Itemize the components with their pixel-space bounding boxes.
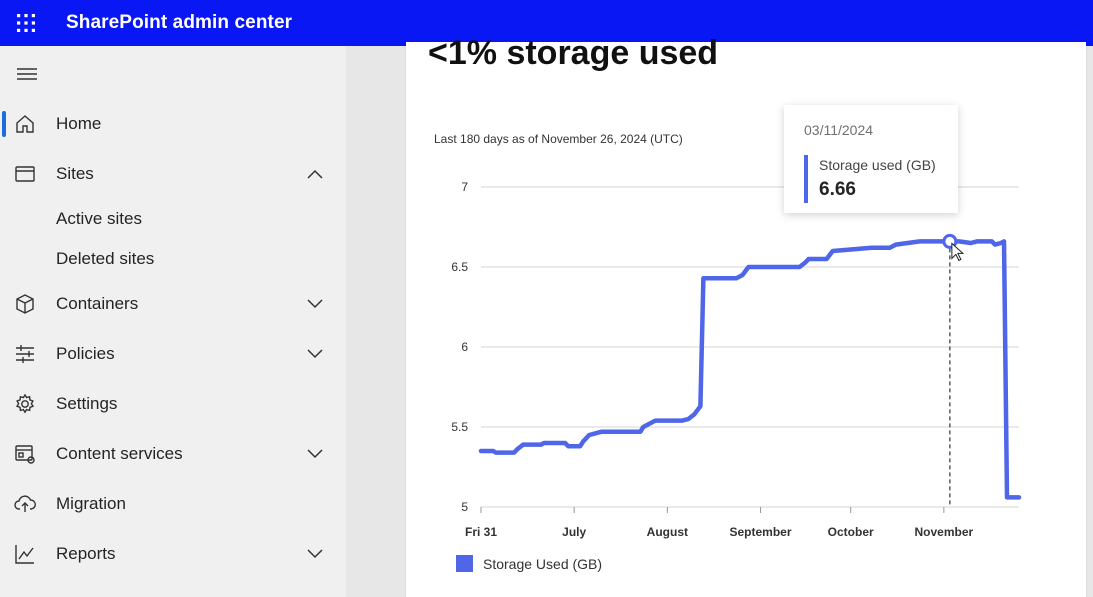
nav-label: Containers <box>56 294 139 313</box>
y-tick-label: 5.5 <box>451 420 468 434</box>
nav-item-sites[interactable]: Sites <box>0 154 346 194</box>
sites-icon <box>15 166 35 182</box>
chevron-down-icon[interactable] <box>306 346 324 362</box>
y-tick-label: 6 <box>461 340 468 354</box>
mouse-cursor-icon <box>951 242 965 262</box>
nav-label: Settings <box>56 394 118 413</box>
cube-icon <box>16 294 34 314</box>
nav-item-home[interactable]: Home <box>0 104 346 144</box>
gear-icon <box>15 393 35 414</box>
content-services-icon <box>15 445 35 464</box>
y-tick-label: 6.5 <box>451 260 468 274</box>
y-tick-label: 7 <box>461 180 468 194</box>
hamburger-menu-icon[interactable] <box>16 66 38 82</box>
x-tick-label: July <box>562 525 586 539</box>
card-title: <1% storage used <box>428 34 719 72</box>
x-tick-label: October <box>828 525 874 539</box>
main-content: <1% storage used Last 180 days as of Nov… <box>346 34 1093 597</box>
cloud-upload-icon <box>14 495 36 512</box>
app-title[interactable]: SharePoint admin center <box>66 12 293 33</box>
x-tick-label: August <box>647 525 688 539</box>
waffle-icon <box>17 14 35 32</box>
series-line[interactable] <box>478 239 1022 500</box>
nav-item-settings[interactable]: Settings <box>0 384 346 424</box>
home-icon <box>16 115 34 133</box>
nav-label: Home <box>56 114 102 133</box>
nav-subitem-deleted-sites[interactable]: Deleted sites <box>0 241 346 277</box>
x-tick-label: Fri 31 <box>465 525 497 539</box>
tooltip-series-marker <box>804 155 808 203</box>
nav-item-migration[interactable]: Migration <box>0 484 346 524</box>
chevron-down-icon[interactable] <box>306 296 324 312</box>
storage-chart[interactable]: 5 5.5 6 6.5 7 Fri 31 July August September Octob… <box>406 42 1086 597</box>
left-navigation: Home Sites Active sites Deleted sites Co… <box>0 46 346 597</box>
nav-item-containers[interactable]: Containers <box>0 284 346 324</box>
nav-label: Active sites <box>56 209 142 228</box>
top-bar: SharePoint admin center <box>0 0 1093 46</box>
nav-label: Migration <box>56 494 126 513</box>
sliders-icon <box>16 345 34 363</box>
chart-subtitle: Last 180 days as of November 26, 2024 (U… <box>434 132 683 146</box>
tooltip-value: 6.66 <box>819 179 856 200</box>
chart-legend-item[interactable]: Storage Used (GB) <box>456 555 602 572</box>
nav-label: Content services <box>56 444 183 463</box>
chart-line-icon <box>15 545 34 564</box>
x-tick-label: September <box>730 525 792 539</box>
nav-item-reports[interactable]: Reports <box>0 534 346 574</box>
y-tick-label: 5 <box>461 500 468 514</box>
storage-card: <1% storage used Last 180 days as of Nov… <box>406 34 1086 597</box>
nav-label: Deleted sites <box>56 249 155 268</box>
tooltip-label: Storage used (GB) <box>819 157 936 173</box>
chart-tooltip: 03/11/2024 Storage used (GB) 6.66 <box>784 105 958 213</box>
nav-label: Sites <box>56 164 94 183</box>
legend-label: Storage Used (GB) <box>483 555 603 572</box>
nav-item-policies[interactable]: Policies <box>0 334 346 374</box>
x-tick-label: November <box>915 525 974 539</box>
chevron-down-icon[interactable] <box>306 446 324 462</box>
legend-swatch <box>456 555 473 572</box>
chevron-down-icon[interactable] <box>306 546 324 562</box>
nav-label: Policies <box>56 344 115 363</box>
app-launcher-button[interactable] <box>0 0 52 46</box>
nav-label: Reports <box>56 544 116 563</box>
chevron-up-icon[interactable] <box>306 166 324 182</box>
nav-subitem-active-sites[interactable]: Active sites <box>0 201 346 237</box>
tooltip-date: 03/11/2024 <box>804 122 874 138</box>
nav-item-content-services[interactable]: Content services <box>0 434 346 474</box>
